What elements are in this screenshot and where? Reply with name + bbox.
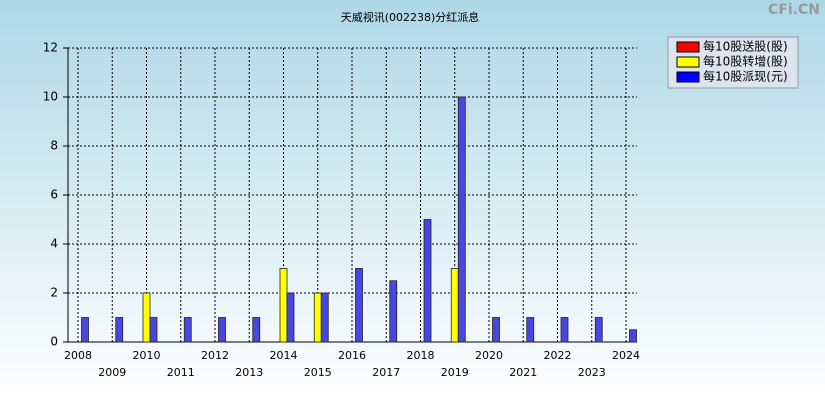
bar — [594, 317, 603, 343]
x-tick-label: 2022 — [544, 349, 572, 362]
legend-swatch — [676, 71, 700, 83]
legend-label: 每10股送股(股) — [703, 39, 788, 54]
x-tick-label: 2020 — [475, 349, 503, 362]
x-tick-label: 2024 — [612, 349, 640, 362]
bar — [279, 268, 288, 343]
x-tick-label: 2021 — [509, 366, 537, 379]
chart-title: 天威视讯(002238)分红派息 — [341, 10, 480, 24]
x-tick-label: 2013 — [235, 366, 263, 379]
bar — [218, 317, 226, 343]
x-tick-label: 2008 — [64, 349, 92, 362]
legend-label: 每10股转增(股) — [703, 54, 788, 69]
y-tick-label: 10 — [43, 90, 58, 104]
x-tick-label: 2016 — [338, 349, 366, 362]
bar — [149, 317, 158, 343]
bar — [423, 219, 432, 343]
y-tick-label: 0 — [50, 335, 58, 349]
bar — [629, 329, 637, 343]
bar — [492, 317, 500, 343]
x-tick-label: 2012 — [201, 349, 229, 362]
x-tick-label: 2015 — [304, 366, 332, 379]
x-tick-label: 2009 — [98, 366, 126, 379]
bar — [286, 292, 295, 343]
bar — [526, 317, 535, 343]
bar — [115, 317, 124, 343]
x-tick-label: 2010 — [133, 349, 161, 362]
bar — [389, 280, 398, 343]
bar — [81, 317, 89, 343]
x-tick-label: 2018 — [407, 349, 435, 362]
bar — [142, 292, 151, 343]
y-tick-label: 2 — [50, 286, 58, 300]
x-tick-label: 2017 — [372, 366, 400, 379]
legend-label: 每10股派现(元) — [703, 69, 788, 84]
legend-swatch — [676, 56, 700, 68]
bar — [560, 317, 569, 343]
bar — [320, 292, 329, 343]
bar — [355, 268, 363, 343]
bar — [457, 96, 466, 343]
bar — [450, 268, 459, 343]
y-tick-label: 12 — [43, 41, 58, 55]
watermark: CFi.CN — [768, 2, 820, 18]
y-tick-label: 8 — [50, 139, 58, 153]
x-tick-label: 2014 — [270, 349, 298, 362]
bar — [252, 317, 261, 343]
y-tick-label: 6 — [50, 188, 58, 202]
x-tick-label: 2019 — [441, 366, 469, 379]
x-tick-label: 2023 — [578, 366, 606, 379]
x-tick-label: 2011 — [167, 366, 195, 379]
bar — [313, 292, 322, 343]
bar — [183, 317, 192, 343]
y-tick-label: 4 — [50, 237, 58, 251]
legend-swatch — [676, 41, 700, 53]
